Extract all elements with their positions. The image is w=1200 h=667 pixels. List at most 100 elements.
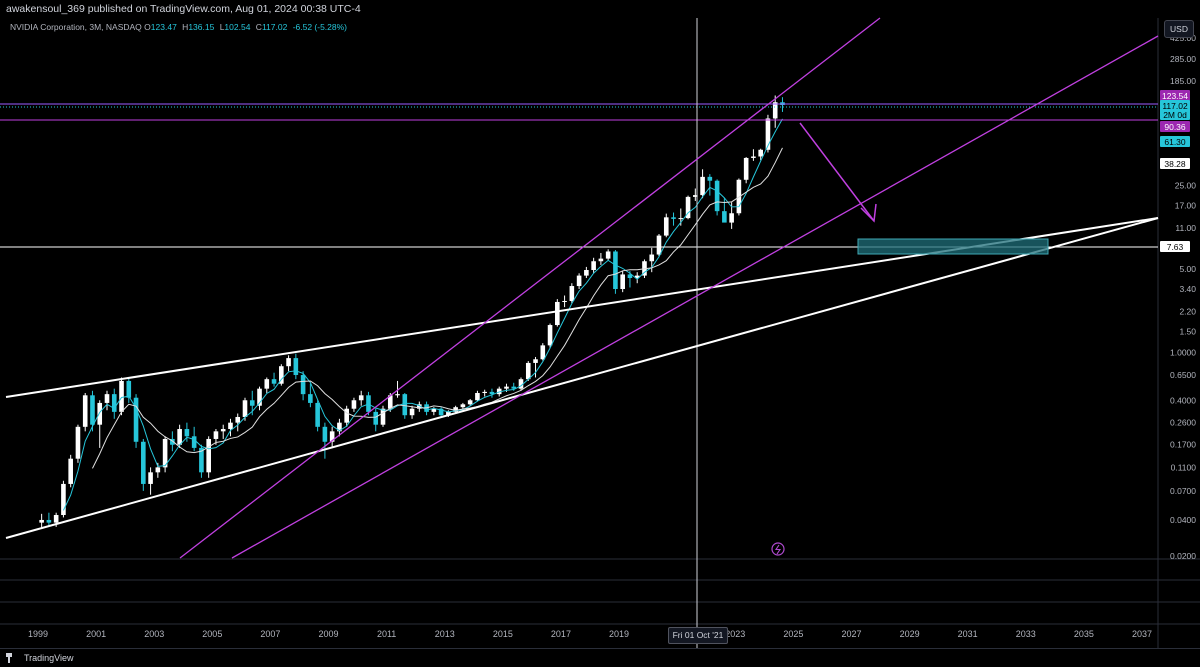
candle: [257, 386, 262, 411]
candle-body: [751, 156, 756, 158]
candles-layer: [39, 95, 785, 529]
candle-body: [729, 213, 734, 223]
footer-brand[interactable]: TradingView: [24, 653, 74, 663]
wedge-lower-trendline: [5, 217, 1159, 539]
price-tag-text: 7.63: [1167, 242, 1184, 252]
candle: [228, 418, 233, 437]
candle-body: [206, 438, 211, 473]
candle-body: [707, 176, 713, 181]
candle: [293, 353, 299, 380]
candle: [758, 148, 763, 161]
candle: [286, 355, 291, 372]
candle-body: [257, 388, 262, 406]
time-scale-label: 2023: [725, 629, 745, 639]
price-scale-label: 0.1100: [1171, 462, 1197, 472]
candle-body: [119, 380, 124, 412]
candle-body: [111, 394, 117, 412]
candle: [133, 394, 139, 448]
price-tag-text: 38.28: [1164, 159, 1186, 169]
candle-body: [518, 379, 524, 389]
candle: [751, 149, 756, 161]
time-scale-label: 2033: [1016, 629, 1036, 639]
price-tag: 7.63: [1160, 241, 1190, 252]
candle: [482, 389, 487, 397]
candle: [576, 273, 582, 290]
price-tag-bg: [1160, 109, 1190, 120]
candle-body: [53, 515, 59, 523]
candle: [620, 271, 625, 293]
price-tag-bg: [1160, 121, 1190, 132]
candle-body: [693, 195, 698, 197]
candle-body: [68, 458, 73, 484]
candle-body: [235, 416, 241, 423]
lightning-icon-ring: [771, 542, 785, 556]
price-scale-label: 0.4000: [1170, 395, 1196, 405]
candle-body: [82, 395, 88, 427]
candle-body: [90, 395, 95, 425]
price-tag: 117.02: [1160, 100, 1190, 111]
candle-body: [242, 400, 248, 417]
channel-lower-line: [231, 35, 1159, 559]
candle-body: [373, 411, 379, 425]
candle: [780, 97, 785, 112]
price-tag-text: 117.02: [1162, 101, 1188, 111]
candle: [598, 252, 604, 265]
candle-body: [700, 176, 705, 196]
price-tag-text: 2M 0d: [1163, 110, 1187, 120]
candle-body: [743, 157, 749, 180]
candle-body: [155, 467, 161, 473]
chart-grid: [0, 18, 1200, 648]
candle: [395, 380, 400, 398]
candle: [663, 213, 669, 238]
price-scale[interactable]: 425.00 285.00 185.00 25.00 17.00 11.00 5.00 3.4…: [1170, 33, 1196, 561]
price-tag: 61.30: [1160, 136, 1190, 147]
price-chart[interactable]: 425.00 285.00 185.00 25.00 17.00 11.00 5.00 3.4…: [0, 0, 1200, 648]
channel-upper-line: [179, 17, 881, 559]
candle-body: [264, 379, 270, 389]
candle: [315, 400, 320, 432]
time-scale-label: 2025: [783, 629, 803, 639]
high-value: 136.15: [188, 22, 215, 32]
candle: [707, 174, 713, 196]
candle: [714, 179, 720, 216]
candle: [693, 188, 698, 201]
candle-body: [547, 325, 553, 346]
price-scale-label: 425.00: [1170, 33, 1196, 43]
candle-body: [300, 375, 306, 395]
price-tag-text: 61.30: [1164, 137, 1186, 147]
price-scale-label: 25.00: [1175, 180, 1197, 190]
time-scale-label: 2011: [377, 629, 396, 639]
time-scale-label: 2037: [1132, 629, 1152, 639]
candle: [547, 323, 553, 348]
candle-body: [395, 394, 400, 396]
currency-button[interactable]: USD: [1164, 20, 1194, 38]
candle-body: [613, 251, 618, 290]
candle-body: [271, 379, 277, 384]
time-scale-label: 2031: [958, 629, 978, 639]
time-scale-label: 2017: [551, 629, 571, 639]
time-scale[interactable]: 1999 2001 2003 2005 2007 2009 2011 2013 2015 2017…: [28, 629, 1152, 639]
candle-body: [627, 274, 633, 279]
candle: [75, 424, 81, 463]
time-scale-label: 1999: [28, 629, 48, 639]
candle-body: [177, 429, 182, 445]
price-tag-bg: [1160, 136, 1190, 147]
candle-body: [489, 391, 495, 395]
candle-body: [598, 258, 604, 262]
price-scale-label: 5.00: [1179, 264, 1196, 274]
price-tag-text: 90.36: [1164, 122, 1186, 132]
publisher-text: awakensoul_369 published on TradingView.…: [6, 3, 361, 15]
candle-body: [97, 402, 103, 425]
price-scale-label: 3.40: [1179, 284, 1196, 294]
low-label: L: [219, 22, 225, 32]
candle: [591, 257, 596, 274]
candle: [555, 299, 560, 327]
candle: [111, 388, 117, 419]
candle-body: [438, 408, 444, 416]
candle: [634, 272, 640, 284]
candle: [656, 233, 662, 257]
candle-body: [46, 519, 52, 523]
candle-body: [162, 438, 168, 468]
candle: [322, 422, 328, 459]
candle-body: [61, 483, 66, 516]
